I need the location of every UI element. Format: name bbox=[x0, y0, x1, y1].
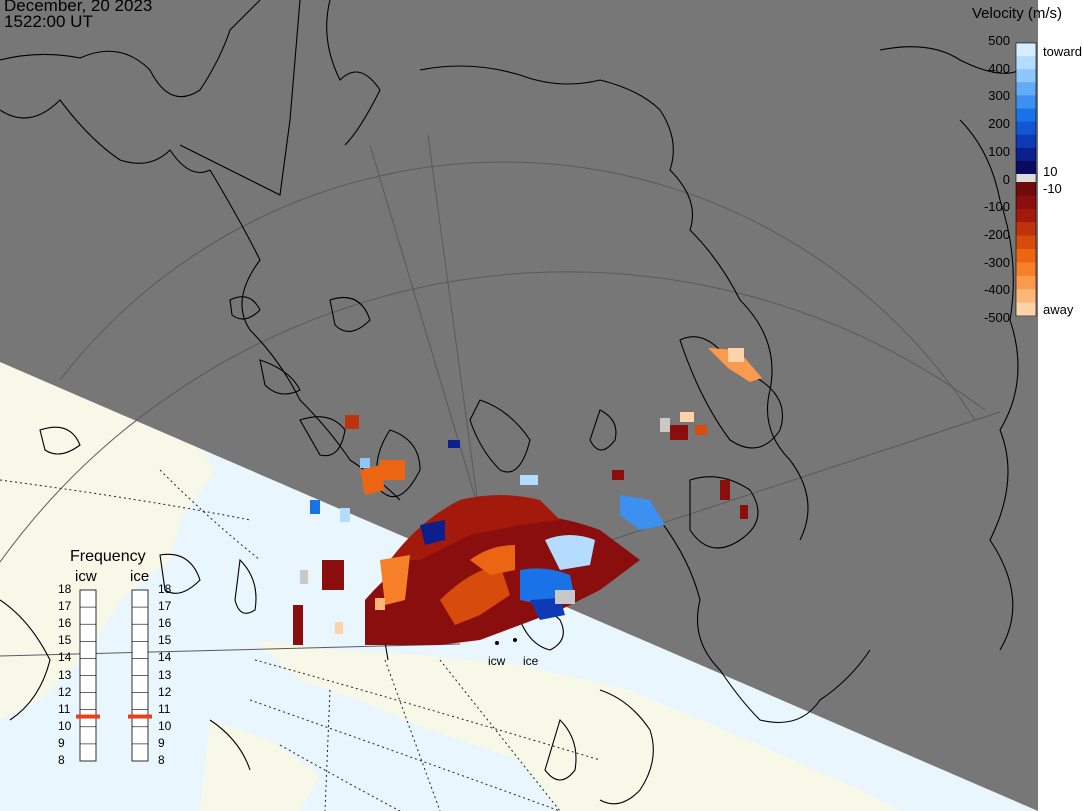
velocity-tick: -100 bbox=[983, 199, 1010, 215]
frequency-tick: 9 bbox=[58, 735, 65, 750]
colorbar-toward-swatch bbox=[1016, 147, 1036, 162]
velocity-cells bbox=[293, 348, 762, 645]
colorbar-ground-scatter bbox=[1016, 174, 1036, 182]
legend-marker-10: 10 bbox=[1043, 164, 1058, 179]
frequency-tick: 10 bbox=[58, 718, 72, 733]
frequency-radar-icw: icw bbox=[75, 568, 97, 585]
radar-site-icw: icw bbox=[488, 654, 506, 668]
legend-marker-minus10: -10 bbox=[1043, 181, 1062, 196]
velocity-tick: -500 bbox=[983, 310, 1010, 325]
velocity-tick: -300 bbox=[983, 254, 1010, 270]
velocity-legend-title: Velocity (m/s) bbox=[972, 5, 1063, 22]
frequency-panel bbox=[76, 589, 152, 762]
frequency-tick: 11 bbox=[58, 701, 71, 716]
frequency-marker bbox=[128, 714, 152, 719]
frequency-tick: 12 bbox=[58, 684, 72, 699]
radar-site-ice: ice bbox=[523, 654, 539, 668]
velocity-tick: 200 bbox=[988, 116, 1010, 132]
colorbar-away-swatch bbox=[1016, 275, 1036, 290]
frequency-tick: 17 bbox=[58, 599, 72, 614]
velocity-tick: -400 bbox=[983, 282, 1010, 298]
frequency-tick: 16 bbox=[158, 616, 172, 631]
frequency-tick: 17 bbox=[158, 599, 172, 614]
frequency-tick: 12 bbox=[158, 684, 172, 699]
velocity-tick: 300 bbox=[988, 88, 1010, 104]
frequency-radar-ice: ice bbox=[130, 568, 150, 585]
colorbar-toward-swatch bbox=[1016, 134, 1036, 149]
colorbar-toward-swatch bbox=[1016, 56, 1036, 70]
frequency-tick: 13 bbox=[158, 667, 172, 682]
frequency-tick: 10 bbox=[158, 718, 172, 733]
velocity-colorbar bbox=[1015, 42, 1037, 317]
frequency-tick: 14 bbox=[158, 650, 172, 665]
colorbar-away-swatch bbox=[1016, 289, 1036, 304]
velocity-tick: 100 bbox=[988, 143, 1010, 159]
colorbar-away-swatch bbox=[1016, 208, 1036, 223]
night-region bbox=[0, 0, 1038, 811]
frequency-tick: 8 bbox=[158, 753, 165, 767]
velocity-tick: -200 bbox=[983, 226, 1010, 242]
frequency-tick: 15 bbox=[158, 633, 172, 648]
colorbar-toward-swatch bbox=[1016, 43, 1036, 57]
velocity-tick: 0 bbox=[1002, 171, 1010, 187]
frequency-tick: 18 bbox=[58, 582, 72, 596]
colorbar-toward-swatch bbox=[1016, 160, 1036, 175]
colorbar-away-swatch bbox=[1016, 182, 1036, 196]
frequency-marker bbox=[76, 714, 100, 719]
frequency-tick: 8 bbox=[58, 753, 65, 767]
legend-toward-label: toward bbox=[1043, 44, 1083, 59]
legend-away-label: away bbox=[1043, 302, 1074, 317]
colorbar-away-swatch bbox=[1016, 222, 1036, 237]
colorbar-toward-swatch bbox=[1016, 121, 1036, 136]
colorbar-toward-swatch bbox=[1016, 82, 1036, 96]
colorbar-away-swatch bbox=[1016, 302, 1036, 317]
frequency-tick: 14 bbox=[58, 650, 72, 665]
colorbar-away-swatch bbox=[1016, 195, 1036, 210]
time-label: 1522:00 UT bbox=[4, 12, 93, 31]
date-label: December, 20 2023 bbox=[4, 0, 153, 15]
velocity-tick: 500 bbox=[988, 33, 1010, 48]
frequency-tick: 9 bbox=[158, 735, 165, 750]
colorbar-frame bbox=[1015, 42, 1037, 317]
colorbar-toward-swatch bbox=[1016, 95, 1036, 109]
frequency-tick: 18 bbox=[158, 582, 172, 596]
frequency-tick: 16 bbox=[58, 616, 72, 631]
frequency-tick: 13 bbox=[58, 667, 72, 682]
colorbar-toward-swatch bbox=[1016, 108, 1036, 123]
colorbar-away-swatch bbox=[1016, 235, 1036, 250]
frequency-tick: 15 bbox=[58, 633, 72, 648]
colorbar-toward-swatch bbox=[1016, 69, 1036, 83]
colorbar-away-swatch bbox=[1016, 262, 1036, 277]
colorbar-away-swatch bbox=[1016, 249, 1036, 263]
velocity-tick: 400 bbox=[988, 60, 1010, 76]
frequency-title: Frequency bbox=[70, 548, 146, 565]
daylight-land bbox=[0, 362, 215, 720]
frequency-tick: 11 bbox=[158, 701, 171, 716]
